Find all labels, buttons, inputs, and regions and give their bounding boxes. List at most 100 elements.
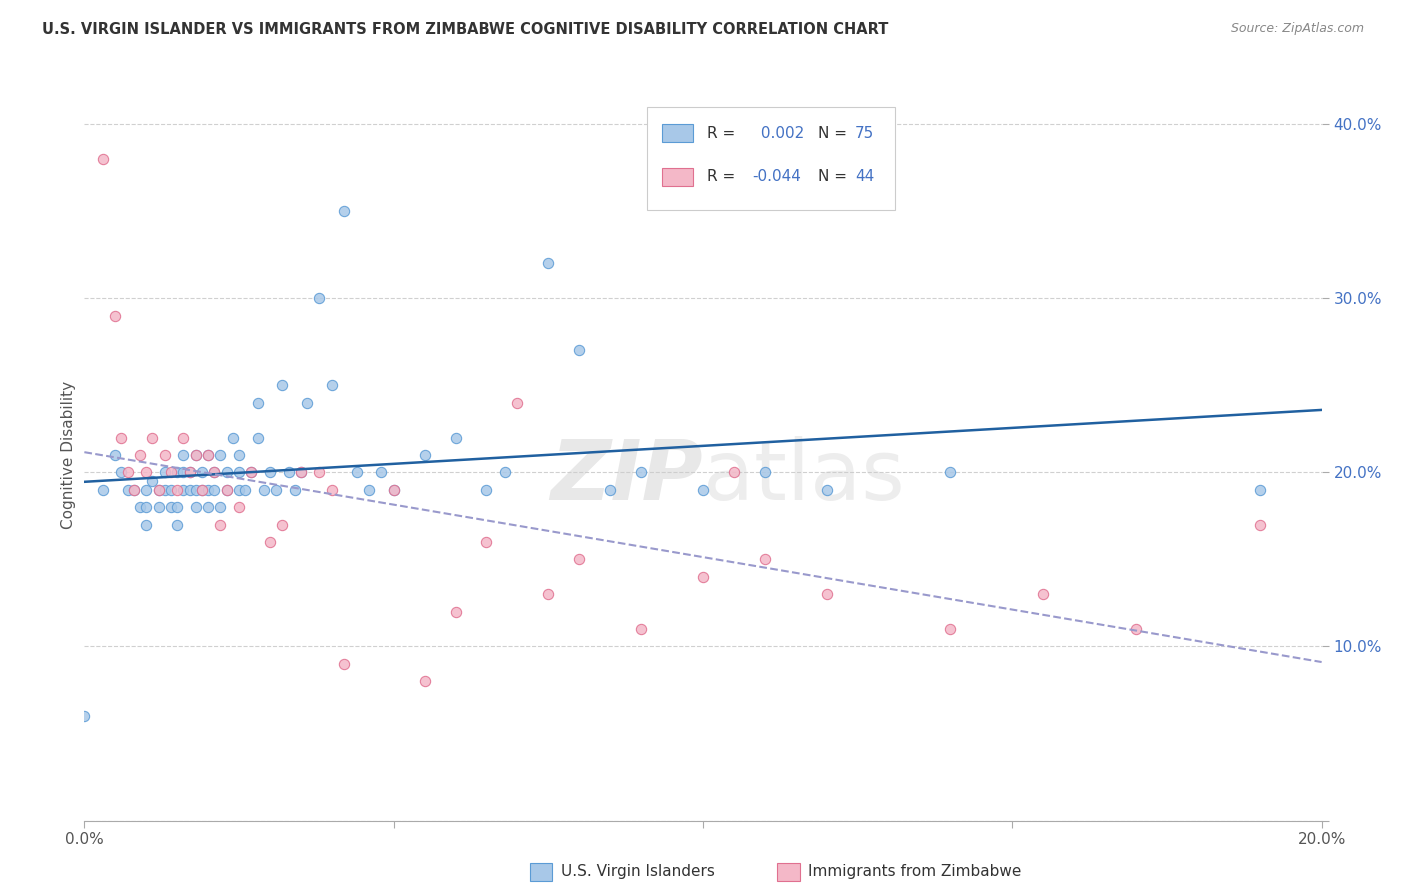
Point <box>246 395 269 409</box>
Point <box>73 709 96 723</box>
Point <box>246 430 269 444</box>
Point <box>222 430 245 444</box>
Point <box>160 466 183 480</box>
Text: -0.044: -0.044 <box>752 169 801 185</box>
Point <box>202 483 225 497</box>
Point <box>148 500 170 515</box>
Point <box>191 483 214 497</box>
Point <box>110 430 132 444</box>
Point <box>444 605 467 619</box>
Point <box>630 466 652 480</box>
Text: 75: 75 <box>855 126 875 141</box>
Point <box>506 395 529 409</box>
Point <box>172 448 194 462</box>
Point <box>754 466 776 480</box>
Point <box>444 430 467 444</box>
Text: 44: 44 <box>855 169 875 185</box>
Point <box>333 204 356 219</box>
Point <box>939 622 962 636</box>
Point <box>290 466 312 480</box>
Point <box>202 466 225 480</box>
Point <box>233 483 256 497</box>
Point <box>184 448 207 462</box>
Point <box>215 466 238 480</box>
Bar <box>662 168 693 186</box>
Point <box>166 466 188 480</box>
Point <box>110 466 132 480</box>
Point <box>148 483 170 497</box>
Y-axis label: Cognitive Disability: Cognitive Disability <box>60 381 76 529</box>
Point <box>135 483 157 497</box>
Point <box>271 517 294 532</box>
Point <box>135 517 157 532</box>
Point <box>153 483 176 497</box>
Point <box>723 466 745 480</box>
Text: R =: R = <box>707 169 735 185</box>
Point <box>259 466 281 480</box>
Point <box>135 500 157 515</box>
Bar <box>647 108 894 210</box>
Text: Source: ZipAtlas.com: Source: ZipAtlas.com <box>1230 22 1364 36</box>
Point <box>939 466 962 480</box>
Point <box>209 517 232 532</box>
Point <box>815 483 838 497</box>
Text: U.S. VIRGIN ISLANDER VS IMMIGRANTS FROM ZIMBABWE COGNITIVE DISABILITY CORRELATIO: U.S. VIRGIN ISLANDER VS IMMIGRANTS FROM … <box>42 22 889 37</box>
Text: atlas: atlas <box>703 436 904 517</box>
Text: Immigrants from Zimbabwe: Immigrants from Zimbabwe <box>808 864 1022 880</box>
Point <box>630 622 652 636</box>
Point <box>135 466 157 480</box>
Point <box>382 483 405 497</box>
Bar <box>778 863 800 880</box>
Point <box>209 500 232 515</box>
Point <box>197 448 219 462</box>
Point <box>172 466 194 480</box>
Point <box>179 483 201 497</box>
Point <box>104 309 127 323</box>
Point <box>91 483 114 497</box>
Point <box>179 466 201 480</box>
Point <box>141 430 163 444</box>
Point <box>290 466 312 480</box>
Point <box>321 483 343 497</box>
Point <box>346 466 368 480</box>
Point <box>122 483 145 497</box>
Point <box>475 483 498 497</box>
Point <box>153 448 176 462</box>
Point <box>129 500 152 515</box>
Point <box>370 466 392 480</box>
Point <box>537 587 560 601</box>
Point <box>494 466 516 480</box>
Point <box>599 483 621 497</box>
Point <box>215 483 238 497</box>
Point <box>160 500 183 515</box>
Point <box>568 343 591 358</box>
Point <box>413 448 436 462</box>
Point <box>197 483 219 497</box>
Point <box>253 483 276 497</box>
Point <box>166 500 188 515</box>
Point <box>271 378 294 392</box>
Point <box>277 466 299 480</box>
Point <box>308 466 330 480</box>
Point <box>228 500 250 515</box>
Point <box>197 448 219 462</box>
Point <box>333 657 356 671</box>
Point <box>537 256 560 270</box>
Point <box>184 448 207 462</box>
Point <box>1249 483 1271 497</box>
Text: U.S. Virgin Islanders: U.S. Virgin Islanders <box>561 864 714 880</box>
Point <box>382 483 405 497</box>
Text: ZIP: ZIP <box>550 436 703 517</box>
Point <box>228 448 250 462</box>
Point <box>215 483 238 497</box>
Point <box>117 483 139 497</box>
Point <box>357 483 380 497</box>
Point <box>321 378 343 392</box>
Point <box>129 448 152 462</box>
Point <box>295 395 318 409</box>
Point <box>240 466 263 480</box>
Text: 0.002: 0.002 <box>756 126 804 141</box>
Point <box>141 474 163 488</box>
Point <box>104 448 127 462</box>
Point <box>259 535 281 549</box>
